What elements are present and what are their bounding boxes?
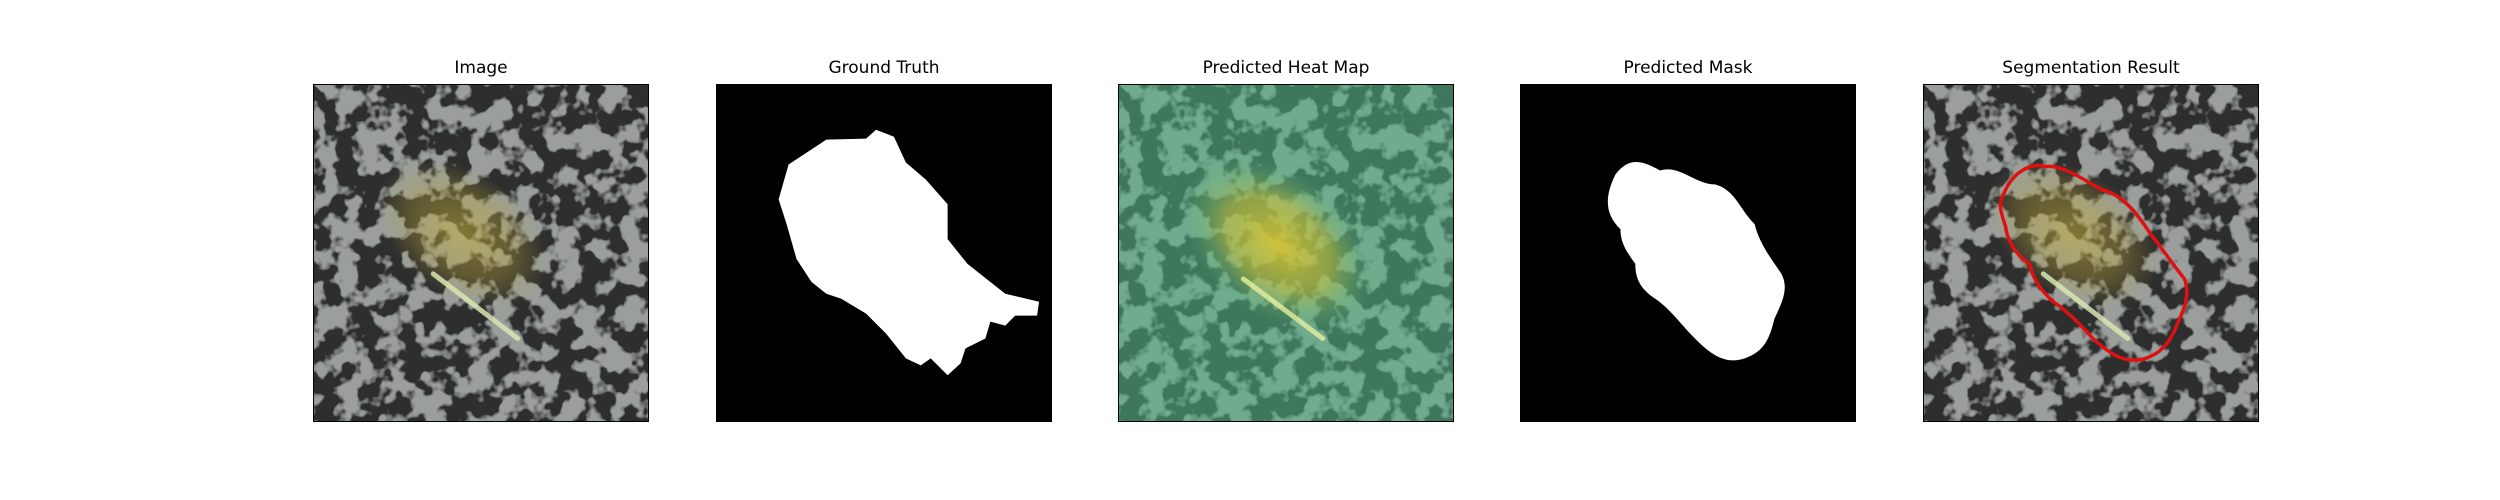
panel-title-ground-truth: Ground Truth	[828, 58, 940, 78]
panel-title-predicted-heat-map: Predicted Heat Map	[1202, 58, 1370, 78]
ground-truth-mask	[717, 85, 1051, 421]
predicted-mask	[1521, 85, 1855, 421]
panel-title-image: Image	[454, 58, 508, 78]
segmentation-result-panel	[1923, 84, 2259, 422]
predicted-heat-map	[1119, 85, 1453, 421]
input-image	[314, 85, 648, 421]
predicted-mask-panel	[1520, 84, 1856, 422]
panel-title-predicted-mask: Predicted Mask	[1623, 58, 1753, 78]
segmentation-result	[1924, 85, 2258, 421]
image-panel	[313, 84, 649, 422]
panel-title-segmentation-result: Segmentation Result	[2002, 58, 2180, 78]
ground-truth-panel	[716, 84, 1052, 422]
heat-map-panel	[1118, 84, 1454, 422]
segmentation-contour	[1998, 163, 2189, 362]
